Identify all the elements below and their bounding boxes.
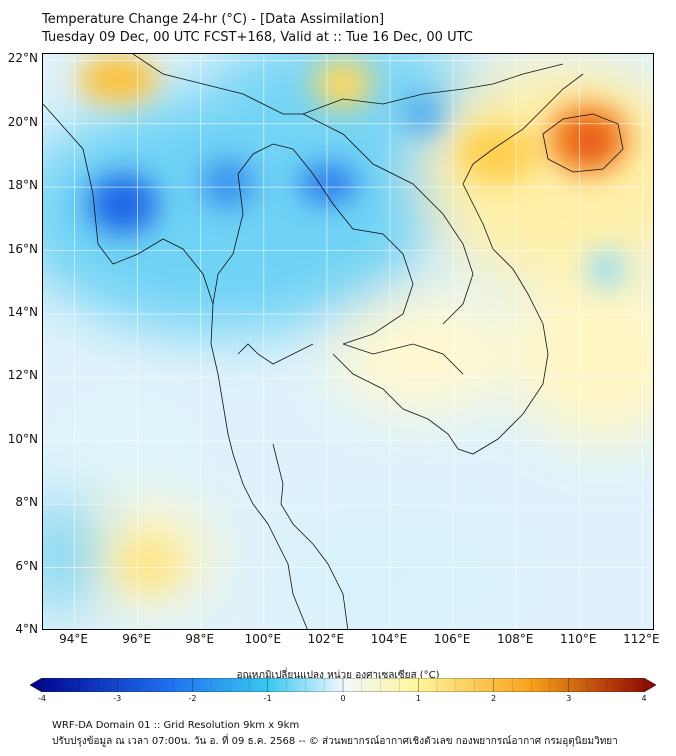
colorbar-tick-label: 4 bbox=[641, 694, 647, 703]
warm-core-hainan bbox=[573, 126, 609, 158]
lon-label: 106°E bbox=[433, 632, 471, 646]
footer-model-info: WRF-DA Domain 01 :: Grid Resolution 9km … bbox=[52, 720, 300, 731]
colorbar-tick-label: 3 bbox=[566, 694, 572, 703]
warm-spot-yunnan bbox=[313, 59, 373, 109]
warm-spot-myanmar-north bbox=[78, 54, 158, 104]
map-subtitle: Tuesday 09 Dec, 00 UTC FCST+168, Valid a… bbox=[42, 30, 473, 45]
neutral-south-sea bbox=[273, 514, 513, 629]
border-china bbox=[132, 54, 564, 115]
graticule-lines bbox=[43, 54, 653, 629]
colorbar-tick-label: -2 bbox=[188, 694, 197, 703]
lat-label: 6°N bbox=[15, 558, 38, 573]
coastline-hainan bbox=[542, 113, 624, 173]
warm-area-cambodia bbox=[333, 294, 513, 414]
footer-credit: ปรับปรุงข้อมูล ณ เวลา 07:00น. วัน อ. ที่… bbox=[52, 736, 618, 747]
colorbar-tick-label: 0 bbox=[340, 694, 346, 703]
lon-label: 110°E bbox=[560, 632, 597, 646]
cold-area-north bbox=[43, 94, 433, 334]
warm-area-sea bbox=[513, 264, 653, 444]
coastlines-and-borders bbox=[43, 54, 624, 629]
lat-label: 14°N bbox=[7, 304, 38, 319]
colorbar bbox=[30, 678, 656, 692]
warm-spot-south bbox=[118, 539, 178, 589]
coastline-gulf-west bbox=[237, 343, 314, 365]
lon-label: 100°E bbox=[244, 632, 282, 646]
colorbar-tick-label: -4 bbox=[38, 694, 46, 703]
lon-label: 102°E bbox=[307, 632, 345, 646]
lat-label: 4°N bbox=[15, 622, 38, 636]
lon-label: 96°E bbox=[122, 632, 152, 646]
lon-label: 98°E bbox=[185, 632, 215, 646]
lat-label: 16°N bbox=[7, 241, 38, 256]
colorbar-tick-label: 2 bbox=[490, 694, 497, 703]
lon-label: 94°E bbox=[59, 632, 88, 646]
lat-label: 12°N bbox=[7, 368, 38, 383]
border-myanmar-thailand bbox=[212, 143, 294, 305]
lon-label: 104°E bbox=[370, 632, 408, 646]
lat-label: 18°N bbox=[7, 178, 38, 193]
cold-spot-north-thailand bbox=[200, 159, 256, 209]
colorbar-tick-label: 1 bbox=[415, 694, 421, 703]
lon-label: 108°E bbox=[496, 632, 534, 646]
lat-label: 8°N bbox=[15, 495, 38, 510]
cold-spot-laos bbox=[298, 164, 358, 204]
colorbar-tick-label: -3 bbox=[113, 694, 122, 703]
warm-spot-vietnam bbox=[458, 124, 538, 184]
border-thailand-laos bbox=[292, 148, 414, 345]
lat-label: 10°N bbox=[7, 431, 38, 446]
cold-area-west-edge bbox=[43, 494, 103, 614]
border-cambodia bbox=[342, 343, 464, 375]
colorbar-tick-label: -1 bbox=[263, 694, 272, 703]
temperature-change-map bbox=[42, 53, 654, 630]
field-broad-patterns bbox=[43, 54, 653, 629]
lat-label: 22°N bbox=[7, 51, 38, 66]
coastline-mainland bbox=[43, 103, 308, 629]
border-laos-vietnam bbox=[302, 113, 474, 325]
cold-spot-myanmar bbox=[88, 174, 158, 234]
coastline-cambodia-vietnam bbox=[332, 73, 584, 455]
cool-spot-sea bbox=[588, 249, 624, 289]
colorbar-label: อุณหภูมิเปลี่ยนแปลง หน่วย องศาเซลเซียส (… bbox=[236, 670, 440, 681]
lon-label: 112°E bbox=[623, 632, 660, 646]
cold-spot-laos-north bbox=[403, 94, 443, 134]
lat-label: 20°N bbox=[7, 114, 38, 129]
map-title: Temperature Change 24-hr (°C) - [Data As… bbox=[42, 12, 385, 27]
coastline-peninsula-east bbox=[272, 443, 349, 629]
